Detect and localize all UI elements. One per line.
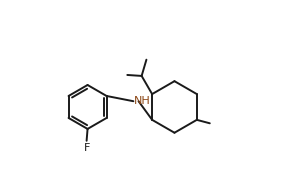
Text: F: F bbox=[83, 143, 90, 153]
Text: NH: NH bbox=[134, 96, 151, 106]
